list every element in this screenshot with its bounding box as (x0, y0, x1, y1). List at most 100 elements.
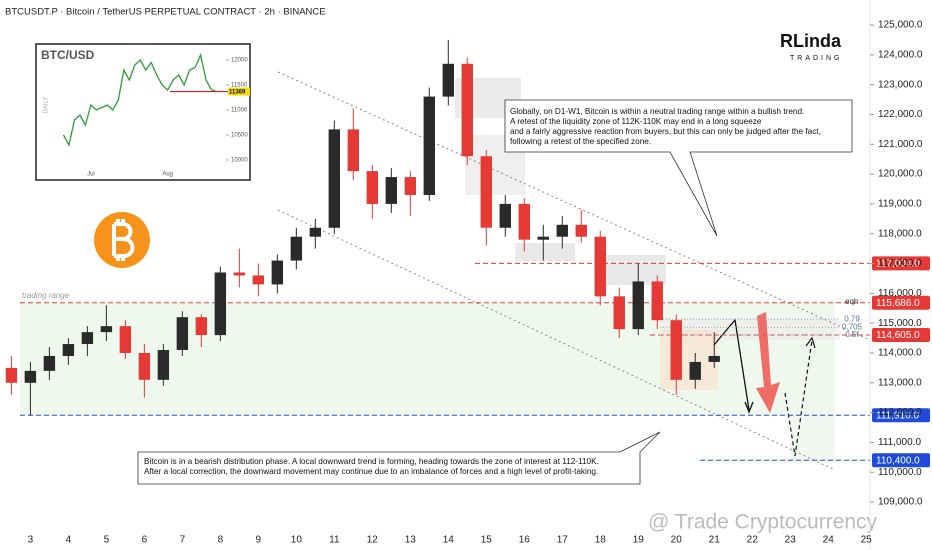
bearish-arrow (756, 312, 780, 413)
candle-body (708, 355, 720, 362)
y-tick-label: 110,000.0 (878, 467, 922, 478)
y-tick-label: 120,000.0 (878, 169, 923, 180)
x-tick-label: 25 (861, 535, 873, 546)
projection-path (713, 318, 750, 411)
y-tick-label: 113,000.0 (878, 377, 922, 388)
x-tick-label: 23 (785, 535, 797, 546)
y-tick-label: 109,000.0 (878, 497, 923, 508)
y-tick-label: 122,000.0 (878, 109, 923, 120)
price-tag (872, 295, 930, 310)
projection-path (784, 339, 813, 457)
candle-body (575, 224, 587, 237)
candle-body (24, 370, 37, 383)
annotation-text: After a local correction, the downward m… (144, 467, 598, 476)
candle-body (214, 272, 227, 336)
watermark: @ Trade Cryptocurrency (648, 511, 878, 534)
chart-title: BTCUSDT.P · Bitcoin / TetherUS PERPETUAL… (5, 7, 326, 18)
x-tick-label: 20 (671, 535, 683, 546)
candle-body (328, 129, 341, 228)
arrow-head (805, 336, 816, 349)
y-tick-label: 125,000.0 (878, 20, 923, 31)
arrow-head (744, 401, 754, 414)
candle-body (195, 317, 208, 336)
annotation-text: Bitcoin is in a bearish distribution pha… (144, 457, 599, 466)
candle-body (366, 171, 379, 204)
fib-label: 0.705 (842, 322, 863, 331)
x-tick-label: 18 (595, 535, 607, 546)
range-label: trading range (22, 291, 70, 300)
candle-body (62, 344, 75, 356)
y-tick-label: 115,000.0 (878, 318, 922, 329)
inset-price-label: 11369 (229, 90, 246, 96)
price-tag-label: 114,605.0 (876, 330, 920, 341)
price-tag-label: 115,686.0 (876, 298, 920, 309)
x-tick-label: 11 (329, 535, 340, 546)
price-tag (872, 408, 930, 423)
x-tick-label: 4 (66, 535, 72, 546)
candle-body (423, 96, 435, 195)
x-tick-label: 7 (180, 535, 186, 546)
correction-zone (660, 330, 718, 390)
y-tick-label: 119,000.0 (878, 199, 922, 210)
candle-body (651, 281, 663, 321)
candle-body (518, 203, 530, 240)
logo-name: RLinda (780, 31, 842, 51)
candle-body (689, 361, 701, 380)
inset-y-tick-label: 11000 (231, 108, 248, 114)
candle-body (290, 236, 303, 261)
candle-body (81, 332, 94, 345)
inset-title: BTC/USD (41, 48, 95, 62)
logo-sub: TRADING (790, 55, 843, 62)
x-tick-label: 6 (142, 535, 148, 546)
candle-body (404, 177, 417, 195)
x-tick-label: 5 (104, 535, 110, 546)
annotation-text: A retest of the liquidity zone of 112K-1… (510, 117, 762, 126)
candle-body (499, 203, 511, 228)
y-tick-label: 111,000.0 (878, 437, 921, 448)
level-note: eqh (845, 297, 858, 306)
x-tick-label: 22 (747, 535, 759, 546)
candle-body (5, 367, 18, 383)
annotation-text: Globally, on D1-W1, Bitcoin is within a … (510, 107, 804, 116)
x-tick-label: 21 (709, 535, 721, 546)
x-tick-label: 19 (633, 535, 645, 546)
y-tick-label: 117,000.0 (878, 258, 922, 269)
x-tick-label: 17 (557, 535, 569, 546)
candle-body (480, 156, 492, 228)
inset-line (62, 52, 218, 147)
y-tick-label: 116,000.0 (878, 288, 922, 299)
x-tick-label: 24 (823, 535, 835, 546)
supply-zone (600, 255, 666, 285)
inset-y-tick-label: 10000 (231, 158, 248, 164)
annotation-text: and a fairly aggressive reaction from bu… (510, 127, 821, 136)
x-tick-label: 16 (519, 535, 531, 546)
x-tick-label: 3 (28, 535, 34, 546)
price-tag-label: 111,910.0 (876, 410, 919, 421)
y-tick-label: 124,000.0 (878, 49, 923, 60)
price-tag (872, 327, 930, 342)
candle-body (176, 317, 189, 350)
inset-frame (35, 43, 251, 181)
candle-body (442, 63, 454, 97)
candle-body (385, 177, 398, 204)
candle-body (613, 296, 625, 330)
candle-body (537, 236, 549, 240)
y-tick-label: 121,000.0 (878, 139, 923, 150)
target-zone (790, 415, 835, 460)
candle-body (119, 326, 132, 353)
annotation-box (504, 99, 853, 237)
candle-body (461, 63, 473, 157)
x-tick-label: 13 (405, 535, 417, 546)
y-tick-label: 114,000.0 (878, 348, 922, 359)
x-tick-label: 9 (256, 535, 262, 546)
inset-x-tick-label: Aug (162, 172, 173, 178)
x-tick-label: 12 (367, 535, 379, 546)
supply-zone (515, 243, 575, 261)
candle-body (594, 236, 606, 297)
fib-label: 0.79 (844, 314, 860, 323)
candle-body (43, 355, 56, 371)
candle-body (347, 129, 360, 172)
inset-price-tag (228, 87, 250, 96)
x-tick-label: 10 (291, 535, 303, 546)
